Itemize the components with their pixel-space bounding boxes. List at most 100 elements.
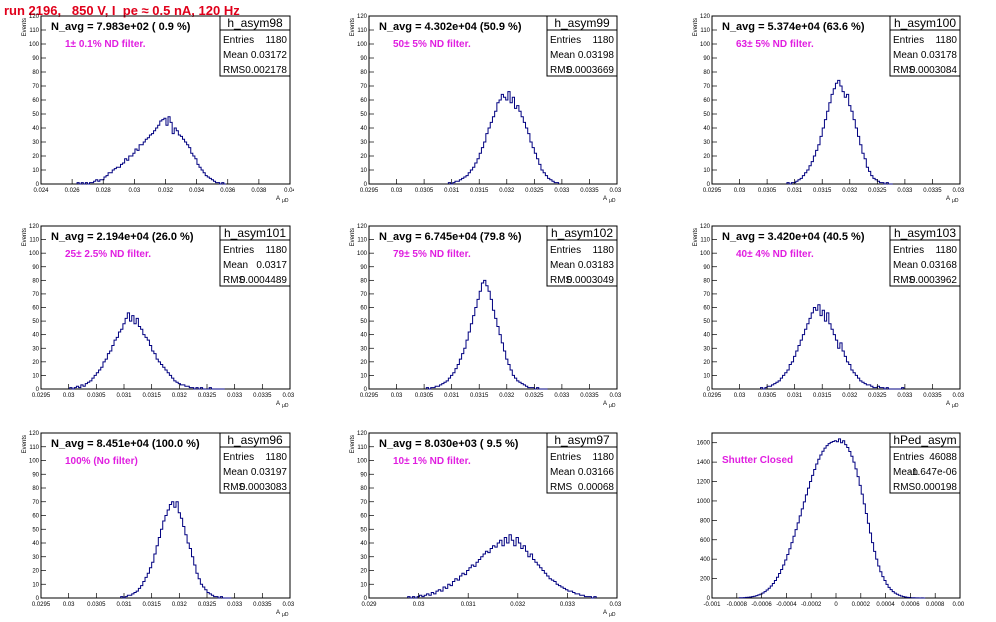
y-tick-label: 120 bbox=[700, 14, 711, 20]
stats-value: 1180 bbox=[592, 452, 614, 463]
n-avg-label: N_avg = 3.420e+04 (40.5 %) bbox=[722, 231, 865, 243]
stats-label: RMS bbox=[893, 275, 916, 286]
x-axis-label-subscript: μD bbox=[282, 198, 289, 204]
stats-value: 46088 bbox=[929, 452, 957, 463]
y-tick-label: 80 bbox=[32, 70, 39, 76]
stats-label: Entries bbox=[550, 245, 581, 256]
y-tick-label: 70 bbox=[32, 292, 39, 298]
histogram-svg: 0.0295 0.03 0.0305 0.031 0.0315 0.032 0.0325 0.… bbox=[22, 431, 294, 618]
y-axis-label: Events bbox=[22, 228, 28, 246]
y-tick-label: 70 bbox=[360, 292, 367, 298]
stats-box bbox=[889, 432, 961, 494]
x-tick-label: 0.036 bbox=[220, 188, 236, 194]
x-tick-label: 0.0008 bbox=[926, 602, 945, 608]
y-axis-label: Events bbox=[693, 228, 699, 246]
x-axis-label-subscript: μD bbox=[609, 612, 616, 618]
x-tick-label: 0.034 bbox=[609, 188, 621, 194]
y-tick-label: 50 bbox=[360, 527, 367, 533]
y-tick-label: 80 bbox=[360, 70, 367, 76]
histogram-panel: 0.0295 0.03 0.0305 0.031 0.0315 0.032 0.0325 0.… bbox=[690, 222, 964, 411]
y-tick-label: 30 bbox=[703, 346, 710, 352]
y-tick-label: 400 bbox=[700, 557, 711, 563]
y-tick-label: 60 bbox=[360, 514, 367, 520]
y-tick-label: 1600 bbox=[697, 441, 711, 447]
y-tick-label: 110 bbox=[29, 238, 39, 244]
histogram-svg: -0.001 -0.0008 -0.0006 -0.0004 -0.0002 0 0.000… bbox=[697, 432, 964, 608]
x-tick-label: -0.0008 bbox=[727, 602, 748, 608]
stats-value: 1180 bbox=[265, 35, 287, 46]
n-avg-label: N_avg = 5.374e+04 (63.6 %) bbox=[722, 21, 865, 33]
x-axis-label: A bbox=[276, 196, 280, 202]
x-tick-label: 0.034 bbox=[189, 188, 205, 194]
stats-box bbox=[546, 225, 618, 287]
y-tick-label: 0 bbox=[364, 596, 368, 602]
y-tick-label: 30 bbox=[360, 140, 367, 146]
x-tick-label: 0.0325 bbox=[525, 188, 544, 194]
stats-value: 0.0003084 bbox=[910, 65, 958, 76]
y-tick-label: 1000 bbox=[697, 499, 711, 505]
x-tick-label: 0.033 bbox=[560, 602, 576, 608]
stats-label: Mean bbox=[223, 260, 248, 271]
x-axis-label: A bbox=[603, 401, 607, 407]
y-tick-label: 70 bbox=[703, 292, 710, 298]
y-tick-label: 20 bbox=[703, 360, 710, 366]
x-tick-label: 0.0335 bbox=[923, 393, 942, 399]
y-tick-label: 0 bbox=[364, 182, 368, 188]
y-tick-label: 10 bbox=[32, 373, 39, 379]
y-tick-label: 0 bbox=[36, 387, 40, 393]
y-tick-label: 90 bbox=[703, 56, 710, 62]
stats-value: 0.0004489 bbox=[240, 275, 288, 286]
stats-value: 0.000198 bbox=[915, 482, 957, 493]
y-tick-label: 90 bbox=[32, 265, 39, 271]
stats-value: 0.0003049 bbox=[567, 275, 615, 286]
y-tick-label: 30 bbox=[360, 346, 367, 352]
x-axis-label-subscript: μD bbox=[609, 198, 616, 204]
y-tick-label: 40 bbox=[32, 333, 39, 339]
x-tick-label: 0.0315 bbox=[142, 393, 161, 399]
histogram-panel: 0.0295 0.03 0.0305 0.031 0.0315 0.032 0.0325 0.… bbox=[347, 222, 621, 411]
x-axis-label-subscript: μD bbox=[952, 198, 959, 204]
y-tick-label: 50 bbox=[32, 112, 39, 118]
x-tick-label: 0.03 bbox=[734, 188, 746, 194]
y-tick-label: 10 bbox=[360, 168, 367, 174]
histogram-svg: 0.029 0.03 0.031 0.032 0.033 0.034 0 10 20 30 40 50… bbox=[350, 431, 621, 618]
x-tick-label: 0.0305 bbox=[87, 393, 106, 399]
x-tick-label: 0.034 bbox=[282, 393, 294, 399]
x-tick-label: 0.0325 bbox=[868, 393, 887, 399]
stats-box bbox=[546, 432, 618, 494]
stats-value: 0.0317 bbox=[256, 260, 287, 271]
x-tick-label: 0.0295 bbox=[360, 393, 379, 399]
x-tick-label: 0.04 bbox=[284, 188, 294, 194]
stats-value: 0.03178 bbox=[921, 50, 958, 61]
n-avg-label: N_avg = 4.302e+04 (50.9 %) bbox=[379, 21, 522, 33]
x-tick-label: 0.033 bbox=[227, 602, 243, 608]
y-tick-label: 10 bbox=[32, 168, 39, 174]
histogram-line bbox=[760, 304, 905, 390]
x-tick-label: 0.033 bbox=[227, 393, 243, 399]
filter-annotation: 40± 4% ND filter. bbox=[736, 249, 814, 260]
y-tick-label: 70 bbox=[32, 84, 39, 90]
filter-annotation: 10± 1% ND filter. bbox=[393, 456, 471, 467]
y-tick-label: 0 bbox=[707, 387, 711, 393]
y-tick-label: 110 bbox=[29, 445, 39, 451]
stats-label: RMS bbox=[893, 482, 916, 493]
stats-label: Mean bbox=[223, 467, 248, 478]
x-tick-label: 0.034 bbox=[609, 602, 621, 608]
x-tick-label: 0.0295 bbox=[32, 393, 51, 399]
x-axis-label-subscript: μD bbox=[952, 403, 959, 409]
x-tick-label: 0 bbox=[834, 602, 838, 608]
x-tick-label: 0.0315 bbox=[470, 188, 489, 194]
y-tick-label: 0 bbox=[707, 596, 711, 602]
x-tick-label: 0.031 bbox=[116, 602, 132, 608]
y-tick-label: 1200 bbox=[697, 480, 711, 486]
y-tick-label: 60 bbox=[360, 306, 367, 312]
histogram-svg: 0.0295 0.03 0.0305 0.031 0.0315 0.032 0.0325 0.… bbox=[693, 14, 964, 204]
stats-value: 1180 bbox=[935, 35, 957, 46]
y-tick-label: 40 bbox=[703, 126, 710, 132]
stats-label: Entries bbox=[893, 35, 924, 46]
histogram-line bbox=[76, 116, 226, 185]
stats-value: 0.0003962 bbox=[910, 275, 958, 286]
y-tick-label: 100 bbox=[29, 42, 40, 48]
stats-label: Mean bbox=[550, 260, 575, 271]
n-avg-label: N_avg = 8.451e+04 (100.0 %) bbox=[51, 438, 200, 450]
